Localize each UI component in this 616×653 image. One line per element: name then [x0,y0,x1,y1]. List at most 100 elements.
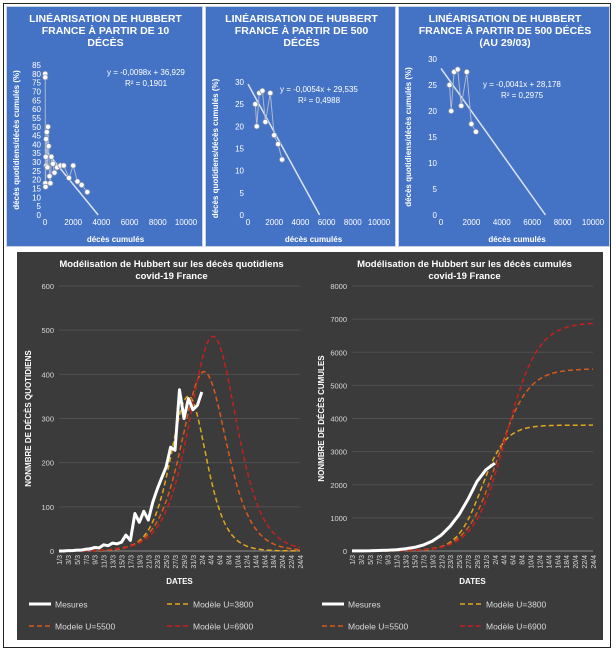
y-tick-label: 0 [37,211,42,220]
data-point [253,123,260,130]
y-axis-title: NONMBRE DE DÉCÈS CUMULES [317,355,326,482]
data-point [468,121,475,128]
hubbert-linearisation-10-chart: LINÉARISATION DE HUBBERT FRANCE À PARTIR … [12,12,198,244]
data-connector-line [449,68,477,133]
data-point [42,74,49,81]
x-tick-label: 14/4 [546,555,553,569]
x-tick-label: 27/3 [466,555,473,569]
y-tick-label: 10 [235,167,244,176]
y-axis-title: NONMBRE DE DÉCÈS QUOTIDIENS [24,350,33,487]
chart-subtitle: covid-19 France [428,271,500,282]
y-tick-label: 10 [428,159,437,168]
x-tick-label: 17/3 [128,555,135,569]
y-tick-label: 20 [428,107,437,116]
chart-title: Modélisation de Hubbert sur les décès qu… [59,259,283,270]
x-tick-label: 31/3 [484,555,491,569]
legend-model-5500-label: Modele U=5500 [348,622,409,632]
y-tick-label: 200 [41,459,54,468]
chart-title-line: LINÉARISATION DE HUBBERT [29,12,182,25]
y-tick-label: 1000 [330,514,347,523]
y-tick-label: 600 [41,282,54,291]
chart-title: LINÉARISATION DE HUBBERT FRANCE À PARTIR … [419,12,592,49]
x-tick-label: 21/3 [146,555,153,569]
data-point [78,181,85,188]
chart-title-line: DÉCÈS [87,36,123,49]
series-line-model-5500 [352,368,594,552]
x-tick-label: 10000 [175,218,198,227]
data-point [74,178,81,185]
y-tick-label: 400 [41,370,54,379]
data-point [42,183,49,190]
series-line-model-6900 [59,335,301,552]
chart-title-line: (AU 29/03) [479,37,530,49]
data-point [65,174,72,181]
y-tick-label: 500 [41,326,54,335]
cumulative-deaths-model-panel: Modélisation de Hubbert sur les décès cu… [310,252,603,640]
x-tick-label: 1/3 [57,555,64,565]
data-point [47,180,54,187]
y-tick-label: 100 [41,503,54,512]
x-axis-title: DATES [166,577,193,586]
chart-subtitle: covid-19 France [135,271,207,282]
x-tick-label: 6000 [318,218,336,227]
series-line-model-6900 [352,322,593,552]
y-tick-label: 35 [32,149,41,158]
y-tick-label: 0 [343,547,347,556]
x-tick-label: 8/4 [520,555,527,565]
x-tick-label: 23/3 [448,555,455,569]
hubbert-linearisation-10-panel: LINÉARISATION DE HUBBERT FRANCE À PARTIR … [6,6,203,247]
x-tick-label: 12/4 [537,555,544,569]
x-tick-label: 10000 [582,218,605,227]
x-tick-label: 13/3 [111,555,118,569]
x-tick-label: 5/3 [75,555,82,565]
y-tick-label: 30 [428,55,437,64]
x-tick-label: 9/3 [93,555,100,565]
y-tick-label: 80 [32,70,41,79]
x-tick-label: 25/3 [164,555,171,569]
x-tick-label: 12/4 [244,555,251,569]
data-point [259,87,266,94]
trend-equation: y = -0,0098x + 36,929 [107,68,185,77]
x-tick-label: 11/3 [395,555,402,568]
x-axis-title: décès cumulés [488,235,546,244]
trend-r-squared: R² = 0,2975 [501,91,544,100]
y-tick-label: 55 [32,114,41,123]
y-tick-label: 0 [433,211,438,220]
x-tick-label: 4000 [493,218,511,227]
data-point [448,108,455,115]
trend-line [44,149,99,216]
legend-measures-label: Mesures [55,600,88,610]
x-tick-label: 2000 [265,218,283,227]
legend-model-3800-label: Modèle U=3800 [486,600,547,610]
y-tick-label: 10 [32,193,41,202]
x-tick-label: 11/3 [102,555,109,568]
x-tick-label: 10/4 [236,555,243,569]
y-tick-label: 60 [32,105,41,114]
y-tick-label: 7000 [330,315,347,324]
data-point [43,129,50,136]
data-point [70,162,77,169]
data-point [454,66,461,73]
x-tick-label: 24/4 [591,555,598,569]
x-tick-label: 9/3 [386,555,393,565]
data-point [463,69,470,76]
data-point [446,82,453,89]
daily-deaths-model-chart: Modélisation de Hubbert sur les décès qu… [24,259,305,632]
data-point [46,173,53,180]
y-tick-label: 15 [235,145,244,154]
x-tick-label: 3/3 [359,555,366,565]
x-tick-label: 17/3 [421,555,428,569]
y-tick-label: 0 [50,547,54,556]
data-point [51,169,58,176]
x-tick-label: 7/3 [377,555,384,565]
x-tick-label: 29/3 [182,555,189,569]
y-tick-label: 25 [235,100,244,109]
hubbert-linearisation-500-chart: LINÉARISATION DE HUBBERT FRANCE À PARTIR … [211,12,391,244]
y-axis-title: décès quotidiens/décès cumulés (%) [211,78,220,218]
x-tick-label: 23/3 [155,555,162,569]
y-tick-label: 70 [32,87,41,96]
y-tick-label: 5 [433,185,438,194]
x-axis-title: décès cumulés [285,235,343,244]
x-tick-label: 14/4 [253,555,260,569]
data-point [44,123,51,130]
